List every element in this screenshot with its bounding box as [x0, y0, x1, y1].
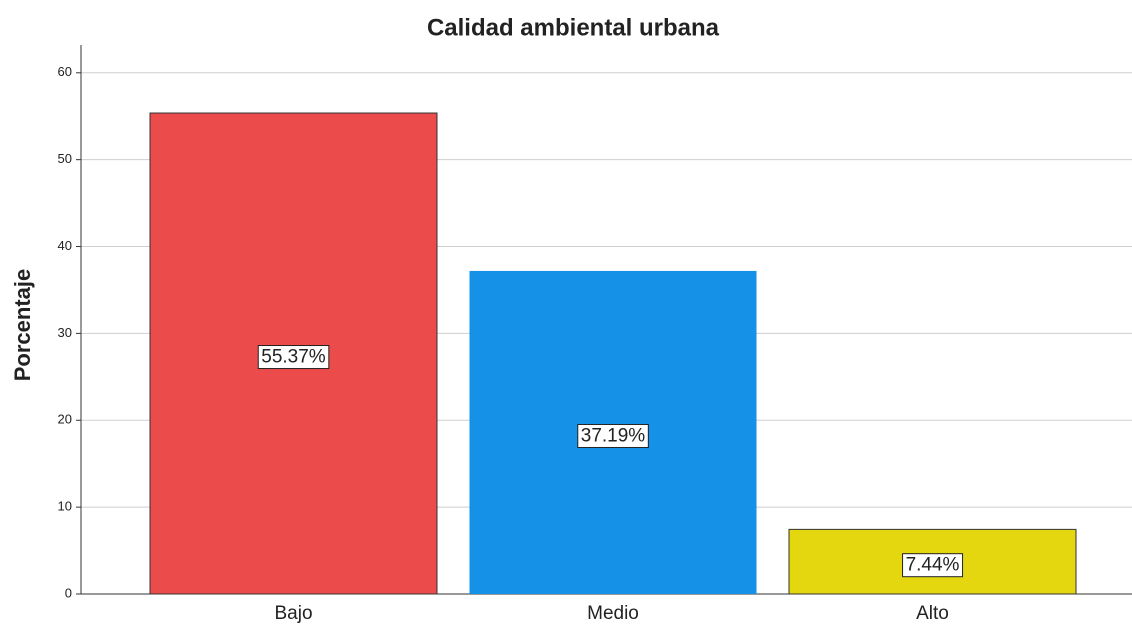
value-label: 37.19%	[581, 425, 646, 446]
value-label-box	[577, 423, 649, 448]
y-tick-label: 10	[58, 499, 72, 514]
value-label-box	[902, 553, 964, 578]
value-label-box	[257, 345, 330, 370]
y-tick-label: 40	[58, 238, 72, 253]
y-axis-label: Porcentaje	[10, 269, 35, 382]
value-label: 55.37%	[261, 347, 326, 368]
x-tick-label: Alto	[916, 603, 949, 624]
y-tick-label: 30	[58, 325, 72, 340]
x-tick-label: Bajo	[274, 603, 312, 624]
y-tick-label: 20	[58, 412, 72, 427]
y-tick-label: 50	[58, 151, 72, 166]
x-tick-label: Medio	[587, 603, 639, 624]
chart-title: Calidad ambiental urbana	[427, 14, 720, 41]
y-tick-label: 60	[58, 64, 72, 79]
y-tick-label: 0	[65, 585, 72, 600]
value-label: 7.44%	[906, 555, 960, 576]
